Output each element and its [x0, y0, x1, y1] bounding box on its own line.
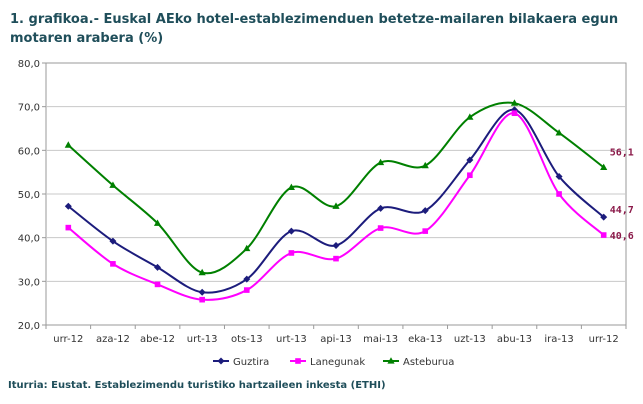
- data-point-guztira: [421, 207, 429, 215]
- data-point-guztira: [332, 242, 340, 250]
- data-label-guztira: 44,7: [610, 205, 634, 216]
- data-point-asteburua: [64, 141, 72, 148]
- data-point-lanegunak: [199, 296, 205, 303]
- data-point-guztira: [64, 202, 72, 210]
- y-tick-label: 20,0: [18, 321, 40, 332]
- data-point-lanegunak: [600, 232, 607, 238]
- y-tick-label: 80,0: [18, 59, 40, 70]
- data-point-guztira: [377, 204, 385, 212]
- x-tick-label: urt-13: [276, 334, 307, 345]
- data-point-guztira: [555, 173, 563, 181]
- data-point-asteburua: [243, 244, 251, 252]
- x-tick-label: aza-12: [96, 334, 130, 345]
- legend-item-guztira: Guztira: [213, 357, 269, 368]
- data-point-lanegunak: [556, 191, 562, 197]
- data-point-asteburua: [377, 158, 385, 166]
- data-point-guztira: [154, 263, 162, 271]
- data-point-lanegunak: [333, 255, 339, 262]
- source-note: Iturria: Eustat. Establezimendu turistik…: [8, 380, 386, 391]
- data-point-lanegunak: [422, 228, 429, 234]
- data-point-asteburua: [332, 202, 340, 209]
- data-point-asteburua: [421, 161, 429, 169]
- x-tick-label: uzt-13: [454, 334, 486, 345]
- data-point-asteburua: [555, 129, 563, 136]
- data-point-lanegunak: [243, 287, 250, 293]
- x-tick-label: api-13: [320, 334, 352, 345]
- data-point-asteburua: [198, 268, 206, 276]
- chart-title-line-1: 1. grafikoa.- Euskal AEko hotel-establez…: [10, 12, 619, 27]
- data-point-guztira: [243, 275, 251, 283]
- data-point-asteburua: [600, 163, 608, 170]
- y-tick-label: 40,0: [18, 234, 40, 245]
- x-tick-label: eka-13: [408, 334, 442, 345]
- legend-item-lanegunak: Lanegunak: [290, 357, 365, 368]
- x-tick-label: urr-12: [53, 334, 83, 345]
- data-label-asteburua: 56,1: [610, 147, 634, 158]
- chart-title: 1. grafikoa.- Euskal AEko hotel-establez…: [10, 10, 630, 48]
- x-tick-label: abe-12: [140, 334, 175, 345]
- series-line-guztira: [67, 108, 605, 294]
- data-point-asteburua: [466, 113, 474, 120]
- legend-label-guztira: Guztira: [233, 357, 269, 368]
- data-point-lanegunak: [65, 224, 72, 231]
- x-tick-label: mai-13: [363, 334, 398, 345]
- data-point-asteburua: [153, 219, 162, 226]
- x-tick-label: urt-13: [187, 334, 218, 345]
- data-point-guztira: [600, 213, 608, 221]
- y-tick-label: 50,0: [18, 190, 40, 201]
- data-point-lanegunak: [154, 281, 161, 288]
- data-point-asteburua: [510, 99, 519, 106]
- legend-marker-asteburua: [387, 357, 395, 364]
- legend-label-asteburua: Asteburua: [403, 357, 454, 368]
- data-point-lanegunak: [288, 250, 295, 256]
- x-tick-label: urr-12: [589, 334, 619, 345]
- data-point-asteburua: [287, 183, 295, 191]
- x-tick-label: ots-13: [231, 334, 263, 345]
- y-tick-label: 60,0: [18, 146, 40, 157]
- data-point-guztira: [198, 288, 206, 296]
- chart-title-line-2: motaren arabera (%): [10, 31, 164, 46]
- data-point-lanegunak: [377, 225, 384, 231]
- data-point-guztira: [109, 237, 117, 245]
- data-point-guztira: [466, 156, 474, 164]
- y-tick-label: 70,0: [18, 103, 40, 114]
- data-point-asteburua: [109, 181, 117, 188]
- data-point-lanegunak: [110, 261, 116, 267]
- data-point-lanegunak: [467, 172, 473, 179]
- legend-item-asteburua: Asteburua: [383, 357, 454, 368]
- legend-label-lanegunak: Lanegunak: [310, 357, 365, 368]
- data-point-guztira: [287, 227, 295, 235]
- data-label-lanegunak: 40,6: [610, 231, 634, 242]
- legend-marker-lanegunak: [295, 358, 301, 364]
- y-tick-label: 30,0: [18, 277, 40, 288]
- data-point-lanegunak: [511, 110, 518, 117]
- legend-marker-guztira: [217, 357, 225, 365]
- x-tick-label: ira-13: [544, 334, 573, 345]
- x-tick-label: abu-13: [497, 334, 532, 345]
